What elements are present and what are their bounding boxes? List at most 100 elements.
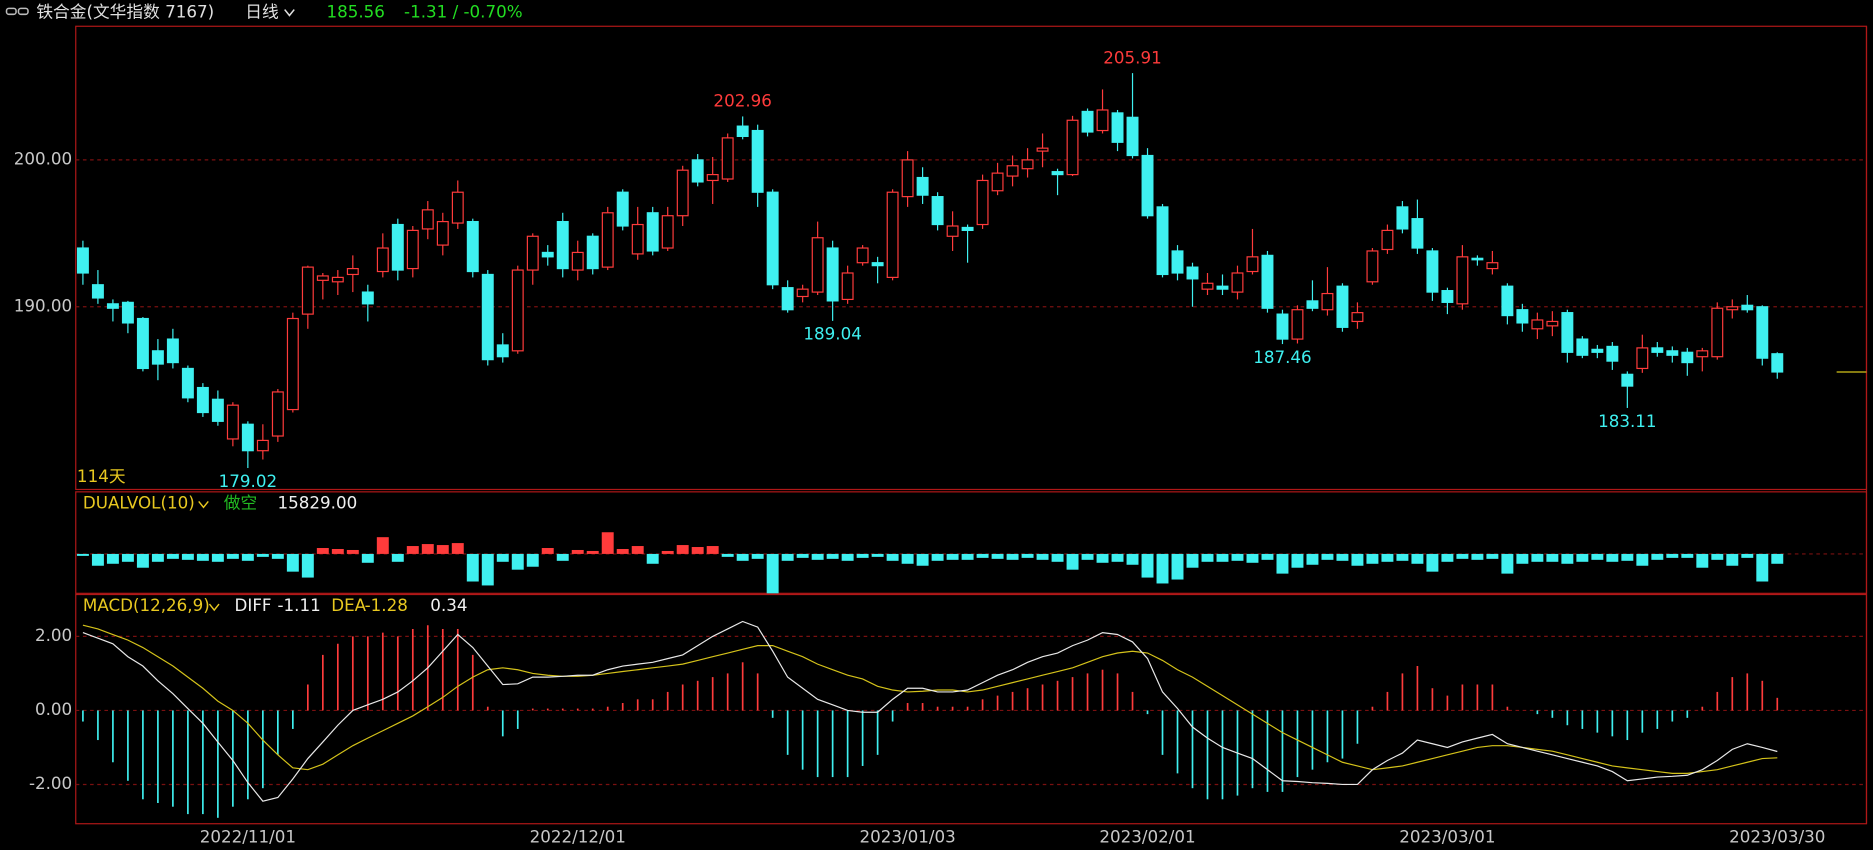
volume-bar bbox=[1216, 553, 1229, 562]
candle-body bbox=[1711, 307, 1724, 358]
volume-bar bbox=[706, 546, 719, 554]
candle-body bbox=[226, 404, 239, 440]
candle-body bbox=[946, 225, 959, 237]
volume-bar bbox=[1336, 553, 1349, 561]
volume-bar bbox=[886, 553, 899, 561]
volume-name[interactable]: DUALVOL(10) bbox=[83, 492, 195, 512]
candle-body bbox=[451, 191, 464, 224]
volume-bar bbox=[421, 544, 434, 554]
candle-body bbox=[1126, 116, 1139, 157]
candle-body bbox=[196, 386, 209, 414]
candle-body bbox=[1486, 262, 1499, 270]
candle-body bbox=[181, 367, 194, 399]
x-tick-label: 2023/01/03 bbox=[859, 827, 955, 847]
volume-bar bbox=[1351, 553, 1364, 566]
candle-body bbox=[1366, 250, 1379, 283]
macd-name[interactable]: MACD(12,26,9) bbox=[83, 595, 210, 615]
volume-bar bbox=[721, 553, 734, 557]
candle-body bbox=[1306, 300, 1319, 309]
candle-body bbox=[1696, 350, 1709, 358]
last-price: 185.56 bbox=[326, 2, 384, 22]
volume-bar bbox=[1111, 553, 1124, 562]
period-selector[interactable]: 日线 bbox=[245, 2, 279, 22]
low-label: 189.04 bbox=[803, 324, 861, 344]
volume-bar bbox=[1471, 553, 1484, 560]
volume-bar bbox=[1756, 553, 1769, 582]
x-tick-label: 2023/03/30 bbox=[1729, 827, 1825, 847]
instrument-title[interactable]: 铁合金(文华指数 7167) bbox=[36, 2, 214, 22]
volume-bar bbox=[946, 553, 959, 560]
volume-bar bbox=[541, 548, 554, 554]
volume-bar bbox=[766, 553, 779, 594]
volume-bar bbox=[1096, 553, 1109, 563]
candle-body bbox=[106, 303, 119, 309]
candle-body bbox=[1666, 350, 1679, 356]
candle-body bbox=[781, 287, 794, 311]
candle-body bbox=[976, 179, 989, 226]
x-tick-label: 2022/11/01 bbox=[200, 827, 296, 847]
volume-bar bbox=[1711, 553, 1724, 560]
candle-body bbox=[1426, 250, 1439, 293]
volume-bar bbox=[151, 553, 164, 562]
volume-bar bbox=[1051, 553, 1064, 562]
candle-body bbox=[136, 317, 149, 370]
period-chevron[interactable] bbox=[284, 9, 295, 17]
candle-body bbox=[1186, 266, 1199, 280]
volume-bar bbox=[1441, 553, 1454, 562]
candle-body bbox=[1576, 338, 1589, 356]
volume-bar bbox=[1621, 553, 1634, 561]
candle-body bbox=[826, 247, 839, 302]
candle-body bbox=[1096, 109, 1109, 132]
volume-bar bbox=[1426, 553, 1439, 572]
candle-body bbox=[586, 235, 599, 270]
low-label: 179.02 bbox=[219, 471, 277, 491]
candle-body bbox=[811, 237, 824, 293]
candle-body bbox=[1741, 304, 1754, 311]
volume-bar bbox=[1546, 553, 1559, 562]
volume-bar bbox=[1411, 553, 1424, 564]
volume-bar bbox=[961, 553, 974, 560]
volume-bar bbox=[361, 553, 374, 563]
link-icon bbox=[5, 7, 29, 16]
volume-bar bbox=[916, 553, 929, 566]
volume-bar bbox=[1201, 553, 1214, 562]
diff-name: DIFF bbox=[235, 595, 272, 615]
candle-body bbox=[571, 251, 584, 271]
candle-body bbox=[376, 247, 389, 273]
volume-bar bbox=[136, 553, 149, 568]
volume-bar bbox=[76, 553, 89, 556]
candle-body bbox=[496, 344, 509, 358]
candle-body bbox=[1066, 119, 1079, 176]
volume-bar bbox=[856, 553, 869, 558]
volume-bar bbox=[826, 553, 839, 559]
candle-body bbox=[406, 229, 419, 270]
volume-bar bbox=[1036, 553, 1049, 560]
high-label: 205.91 bbox=[1103, 47, 1161, 67]
volume-last: 15829.00 bbox=[278, 492, 358, 512]
volume-bar bbox=[1591, 553, 1604, 560]
volume-bar bbox=[481, 553, 494, 586]
macd-tick-label: 0.00 bbox=[35, 699, 72, 719]
candle-body bbox=[1156, 206, 1169, 276]
candle-body bbox=[1336, 285, 1349, 328]
candle-body bbox=[1231, 272, 1244, 293]
candle-body bbox=[631, 223, 644, 255]
candle-body bbox=[706, 173, 719, 182]
volume-bar bbox=[316, 548, 329, 554]
candle-body bbox=[1381, 229, 1394, 251]
x-tick-label: 2022/12/01 bbox=[530, 827, 626, 847]
candle-body bbox=[316, 275, 329, 281]
volume-bar bbox=[1516, 553, 1529, 564]
candle-body bbox=[361, 291, 374, 305]
volume-bar bbox=[601, 532, 614, 554]
macd-chevron[interactable] bbox=[208, 603, 220, 612]
candle-body bbox=[1171, 250, 1184, 274]
volume-bar bbox=[661, 550, 674, 554]
volume-bar bbox=[1126, 553, 1139, 565]
volume-bar bbox=[166, 553, 179, 559]
candle-body bbox=[76, 247, 89, 274]
candle-body bbox=[1726, 306, 1739, 311]
volume-bar bbox=[1606, 553, 1619, 562]
volume-chevron[interactable] bbox=[198, 500, 209, 509]
volume-bar bbox=[1186, 553, 1199, 568]
